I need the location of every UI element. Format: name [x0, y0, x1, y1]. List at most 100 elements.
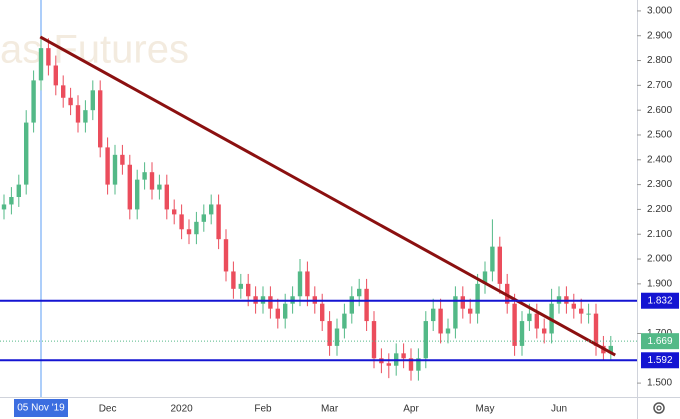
y-tick-label: 2.700: [647, 80, 672, 91]
candle-body: [90, 90, 95, 111]
candle-body: [223, 239, 229, 272]
level-label-box: [641, 352, 679, 369]
candle-body: [490, 246, 495, 272]
x-tick-label: Jun: [551, 404, 567, 415]
candle-body: [401, 353, 406, 359]
crosshair-label: 05 Nov '19: [17, 403, 65, 414]
candle-body: [1, 204, 7, 210]
y-tick-label: 2.400: [647, 154, 672, 165]
candle-body: [320, 303, 325, 322]
x-tick-label: Mar: [321, 404, 339, 415]
candle-body: [127, 164, 132, 210]
candle-body: [408, 358, 414, 371]
candle-body: [75, 105, 81, 123]
x-tick-label: 2020: [170, 404, 193, 415]
candle-body: [423, 321, 428, 359]
candle-body: [512, 303, 517, 346]
y-tick-label: 2.100: [647, 229, 672, 240]
candle-body: [482, 271, 488, 284]
x-tick-label: Dec: [99, 404, 117, 415]
y-tick-label: 2.500: [647, 130, 672, 141]
candle-body: [453, 296, 458, 329]
y-tick-label: 1.900: [647, 278, 672, 289]
candle-body: [342, 313, 347, 329]
level-label: 1.592: [647, 355, 672, 366]
candle-body: [497, 246, 502, 284]
candle-body: [16, 184, 21, 198]
last-price-box: [641, 333, 679, 350]
y-tick-label: 2.800: [647, 55, 672, 66]
candle-body: [534, 313, 539, 329]
candle-body: [357, 288, 362, 297]
y-tick-label: 1.500: [647, 378, 672, 389]
candle-body: [283, 303, 288, 319]
candle-body: [608, 345, 613, 354]
candle-body: [68, 97, 73, 106]
candle-body: [201, 214, 206, 222]
candle-body: [586, 313, 591, 315]
candle-body: [149, 172, 155, 190]
candle-body: [275, 308, 280, 319]
trendline: [39, 35, 616, 357]
candle-body: [475, 283, 480, 314]
candle-body: [386, 363, 391, 366]
candle-body: [438, 308, 443, 334]
candle-body: [431, 308, 436, 322]
candle-body: [334, 328, 340, 346]
y-tick-label: 2.000: [647, 254, 672, 265]
candle-body: [571, 303, 576, 309]
gear: [653, 402, 665, 414]
candle-body: [268, 296, 273, 309]
candle-body: [216, 204, 221, 240]
candle-body: [579, 308, 584, 314]
watermark: as Futures: [0, 28, 189, 72]
candle-body: [445, 328, 451, 334]
candle-body: [164, 184, 169, 210]
x-tick-label: Feb: [254, 404, 272, 415]
candle-body: [364, 288, 369, 322]
y-tick-label: 2.200: [647, 204, 672, 215]
candle-body: [527, 313, 532, 322]
candle-body: [98, 90, 103, 148]
x-tick-label: Apr: [403, 404, 419, 415]
y-tick-label: 3.000: [647, 6, 672, 17]
candle-body: [83, 110, 88, 123]
candle-body: [186, 229, 192, 235]
candle-body: [135, 179, 140, 210]
candle-body: [53, 65, 58, 86]
candle-body: [593, 313, 599, 346]
candle-body: [327, 321, 332, 346]
candle-body: [112, 154, 118, 185]
candle-body: [24, 122, 29, 185]
candle-body: [142, 172, 147, 180]
candle-body: [46, 48, 51, 66]
candle-body: [297, 271, 303, 297]
candle-body: [246, 283, 251, 297]
candle-body: [61, 85, 66, 98]
level-label-box: [641, 292, 679, 309]
candle-body: [9, 197, 14, 205]
candle-body: [416, 358, 421, 371]
candle-body: [460, 296, 465, 309]
candle-body: [105, 147, 110, 185]
y-tick-label: 2.300: [647, 179, 672, 190]
candle-body: [542, 328, 547, 334]
candle-body: [519, 321, 525, 346]
y-tick-label: 2.600: [647, 105, 672, 116]
candle-body: [468, 308, 473, 314]
settings-icon[interactable]: [653, 402, 665, 414]
candle-body: [238, 283, 243, 289]
candle-body: [172, 209, 177, 215]
gear-hub: [656, 405, 662, 411]
candle-body: [371, 321, 377, 359]
candle-body: [179, 214, 184, 230]
x-tick-label: May: [476, 404, 495, 415]
crosshair-label-box: [14, 399, 68, 417]
last-price-label: 1.669: [647, 336, 672, 347]
candle-body: [194, 221, 199, 235]
candle-body: [305, 271, 310, 297]
candle-body: [349, 296, 354, 314]
level-label: 1.832: [647, 295, 672, 306]
candle-body: [209, 204, 214, 215]
